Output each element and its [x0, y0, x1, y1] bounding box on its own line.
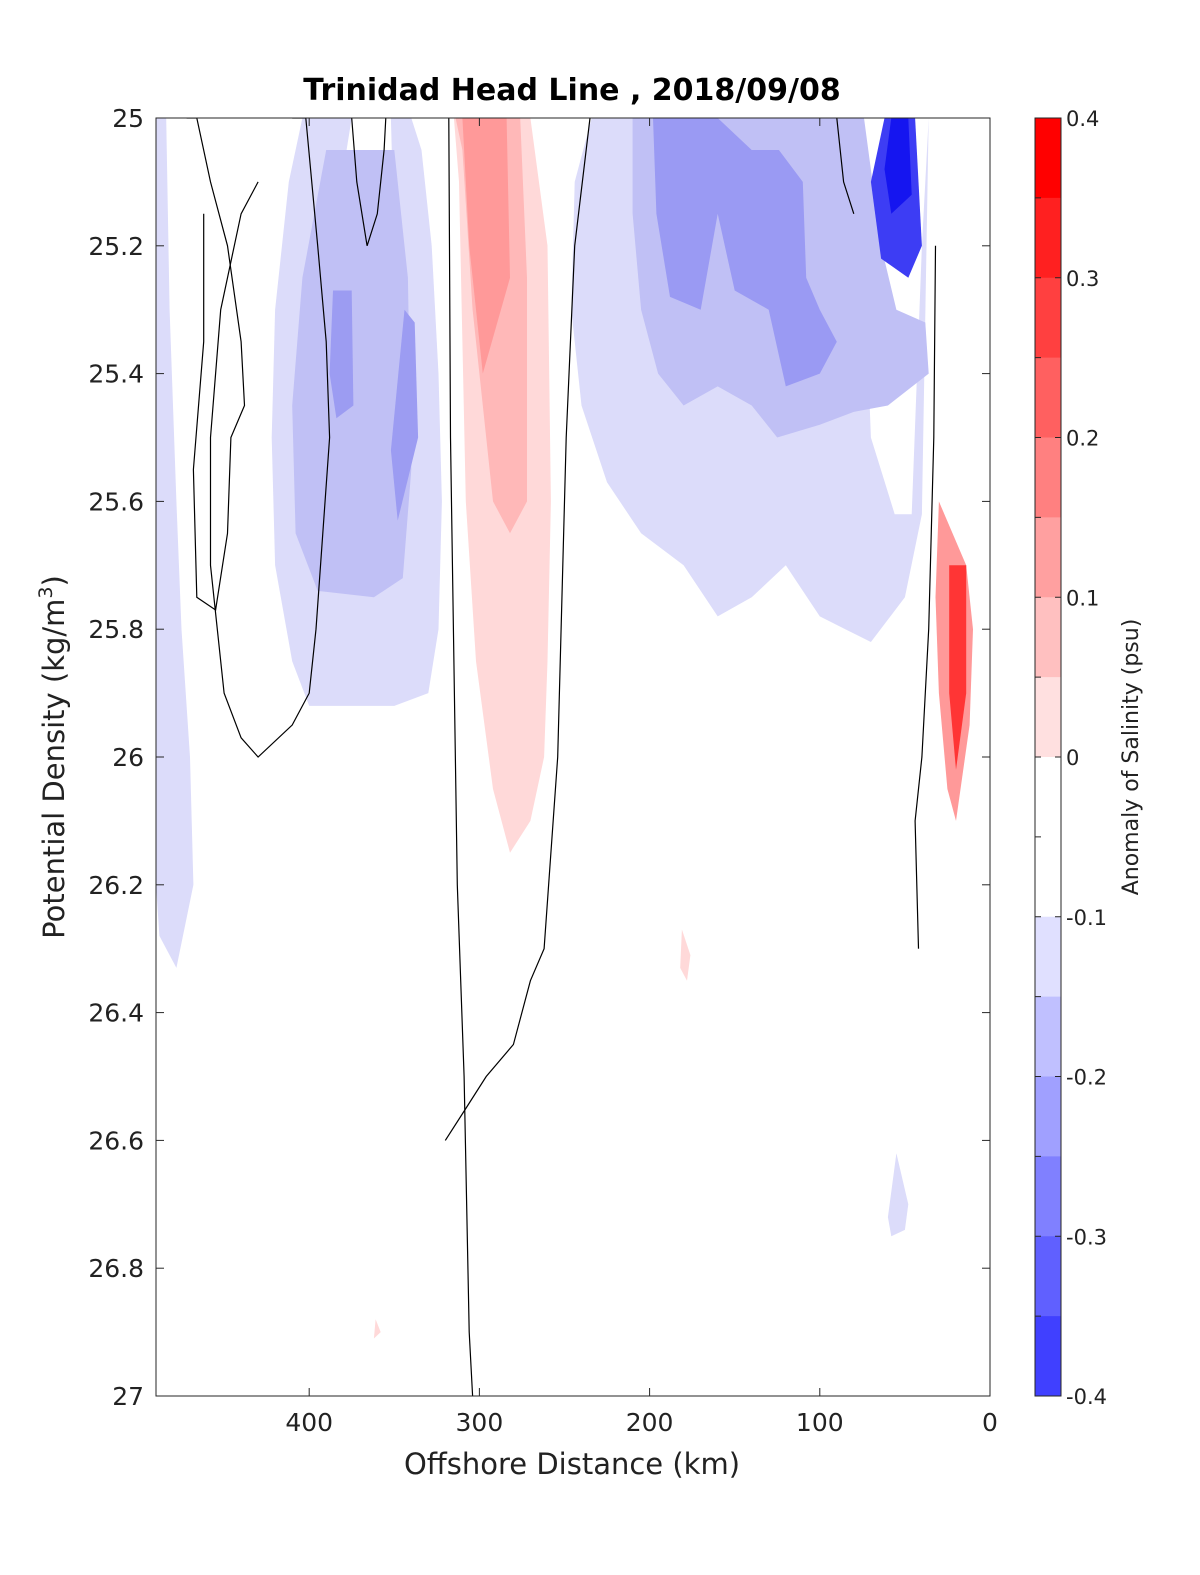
- filled-region-5: [390, 309, 419, 521]
- filled-contour-layer: [156, 118, 973, 1339]
- plot-area: [155, 117, 991, 1397]
- filled-region-18: [373, 1319, 381, 1339]
- y-tick-label: 26.8: [88, 1254, 144, 1283]
- colorbar-band: [1035, 916, 1061, 998]
- filled-region-17: [680, 929, 691, 981]
- contour-line-2: [351, 118, 387, 246]
- colorbar-tick-label: -0.1: [1066, 906, 1107, 930]
- y-tick-label: 26.2: [88, 871, 144, 900]
- filled-region-8: [462, 118, 510, 374]
- y-tick-label: 27: [112, 1382, 144, 1411]
- colorbar-band: [1035, 517, 1061, 598]
- x-tick-label: 0: [982, 1408, 998, 1437]
- contour-line-3: [448, 118, 474, 1396]
- contour-line-layer: [186, 118, 937, 1396]
- colorbar-tick-label: -0.4: [1066, 1385, 1107, 1409]
- x-axis-ticks: 400 300 200 100 0: [285, 118, 998, 1437]
- colorbar-band: [1035, 1236, 1061, 1317]
- x-tick-label: 400: [285, 1408, 333, 1437]
- x-tick-label: 100: [796, 1408, 844, 1437]
- x-tick-label: 200: [626, 1408, 674, 1437]
- contour-line-1: [209, 118, 331, 758]
- colorbar-tick-label: 0.3: [1066, 267, 1099, 291]
- y-axis-label-superscript: 3: [35, 586, 57, 598]
- filled-region-4: [329, 290, 354, 419]
- contour-line-6: [914, 245, 937, 949]
- colorbar-ticks: 0.4 0.3 0.2 0.1 0 -0.1 -0.2 -0.3 -0.4: [1035, 107, 1107, 1409]
- colorbar-band: [1035, 757, 1061, 838]
- colorbar: 0.4 0.3 0.2 0.1 0 -0.1 -0.2 -0.3 -0.4 Anomaly of…: [1034, 107, 1144, 1409]
- colorbar-band: [1035, 996, 1061, 1077]
- x-axis-label: Offshore Distance (km): [404, 1447, 740, 1481]
- y-axis-label-end: ): [37, 575, 71, 586]
- filled-region-0: [156, 118, 194, 968]
- y-tick-label: 26: [112, 743, 144, 772]
- colorbar-band: [1035, 197, 1061, 279]
- colorbar-tick-label: -0.3: [1066, 1225, 1107, 1249]
- colorbar-tick-label: -0.2: [1066, 1066, 1107, 1090]
- y-axis-label-main: Potential Density (kg/m: [37, 599, 71, 939]
- contour-line-0: [186, 118, 246, 612]
- y-tick-label: 26.6: [88, 1126, 144, 1155]
- colorbar-band: [1035, 836, 1061, 918]
- colorbar-band: [1035, 357, 1061, 438]
- contour-line-4: [444, 118, 591, 1141]
- y-tick-label: 26.4: [88, 999, 144, 1028]
- filled-region-16: [887, 1153, 909, 1237]
- filled-region-13: [884, 118, 912, 214]
- colorbar-band: [1035, 118, 1061, 199]
- y-tick-label: 25.8: [88, 615, 144, 644]
- colorbar-bands: [1035, 118, 1061, 1397]
- colorbar-band: [1035, 1156, 1061, 1237]
- colorbar-band: [1035, 277, 1061, 359]
- chart-title: Trinidad Head Line , 2018/09/08: [303, 73, 840, 108]
- colorbar-tick-label: 0.1: [1066, 586, 1099, 610]
- contour-line-5: [836, 118, 855, 214]
- colorbar-tick-label: 0.2: [1066, 427, 1099, 451]
- y-axis-ticks: 25 25.2 25.4 25.6 25.8 26 26.2 26.4 26.6 26.8 27: [88, 104, 990, 1411]
- y-tick-label: 25.6: [88, 487, 144, 516]
- y-tick-label: 25: [112, 104, 144, 133]
- colorbar-band: [1035, 437, 1061, 518]
- colorbar-band: [1035, 1316, 1061, 1397]
- colorbar-band: [1035, 597, 1061, 678]
- colorbar-tick-label: 0: [1066, 746, 1079, 770]
- y-tick-label: 25.2: [88, 232, 144, 261]
- colorbar-tick-label: 0.4: [1066, 107, 1099, 131]
- filled-region-15: [949, 565, 967, 770]
- colorbar-band: [1035, 677, 1061, 758]
- y-tick-label: 25.4: [88, 360, 144, 389]
- x-tick-label: 300: [456, 1408, 504, 1437]
- filled-region-11: [653, 118, 837, 387]
- colorbar-band: [1035, 1076, 1061, 1157]
- colorbar-label: Anomaly of Salinity (psu): [1119, 619, 1144, 896]
- y-axis-label: Potential Density (kg/m3): [35, 575, 71, 939]
